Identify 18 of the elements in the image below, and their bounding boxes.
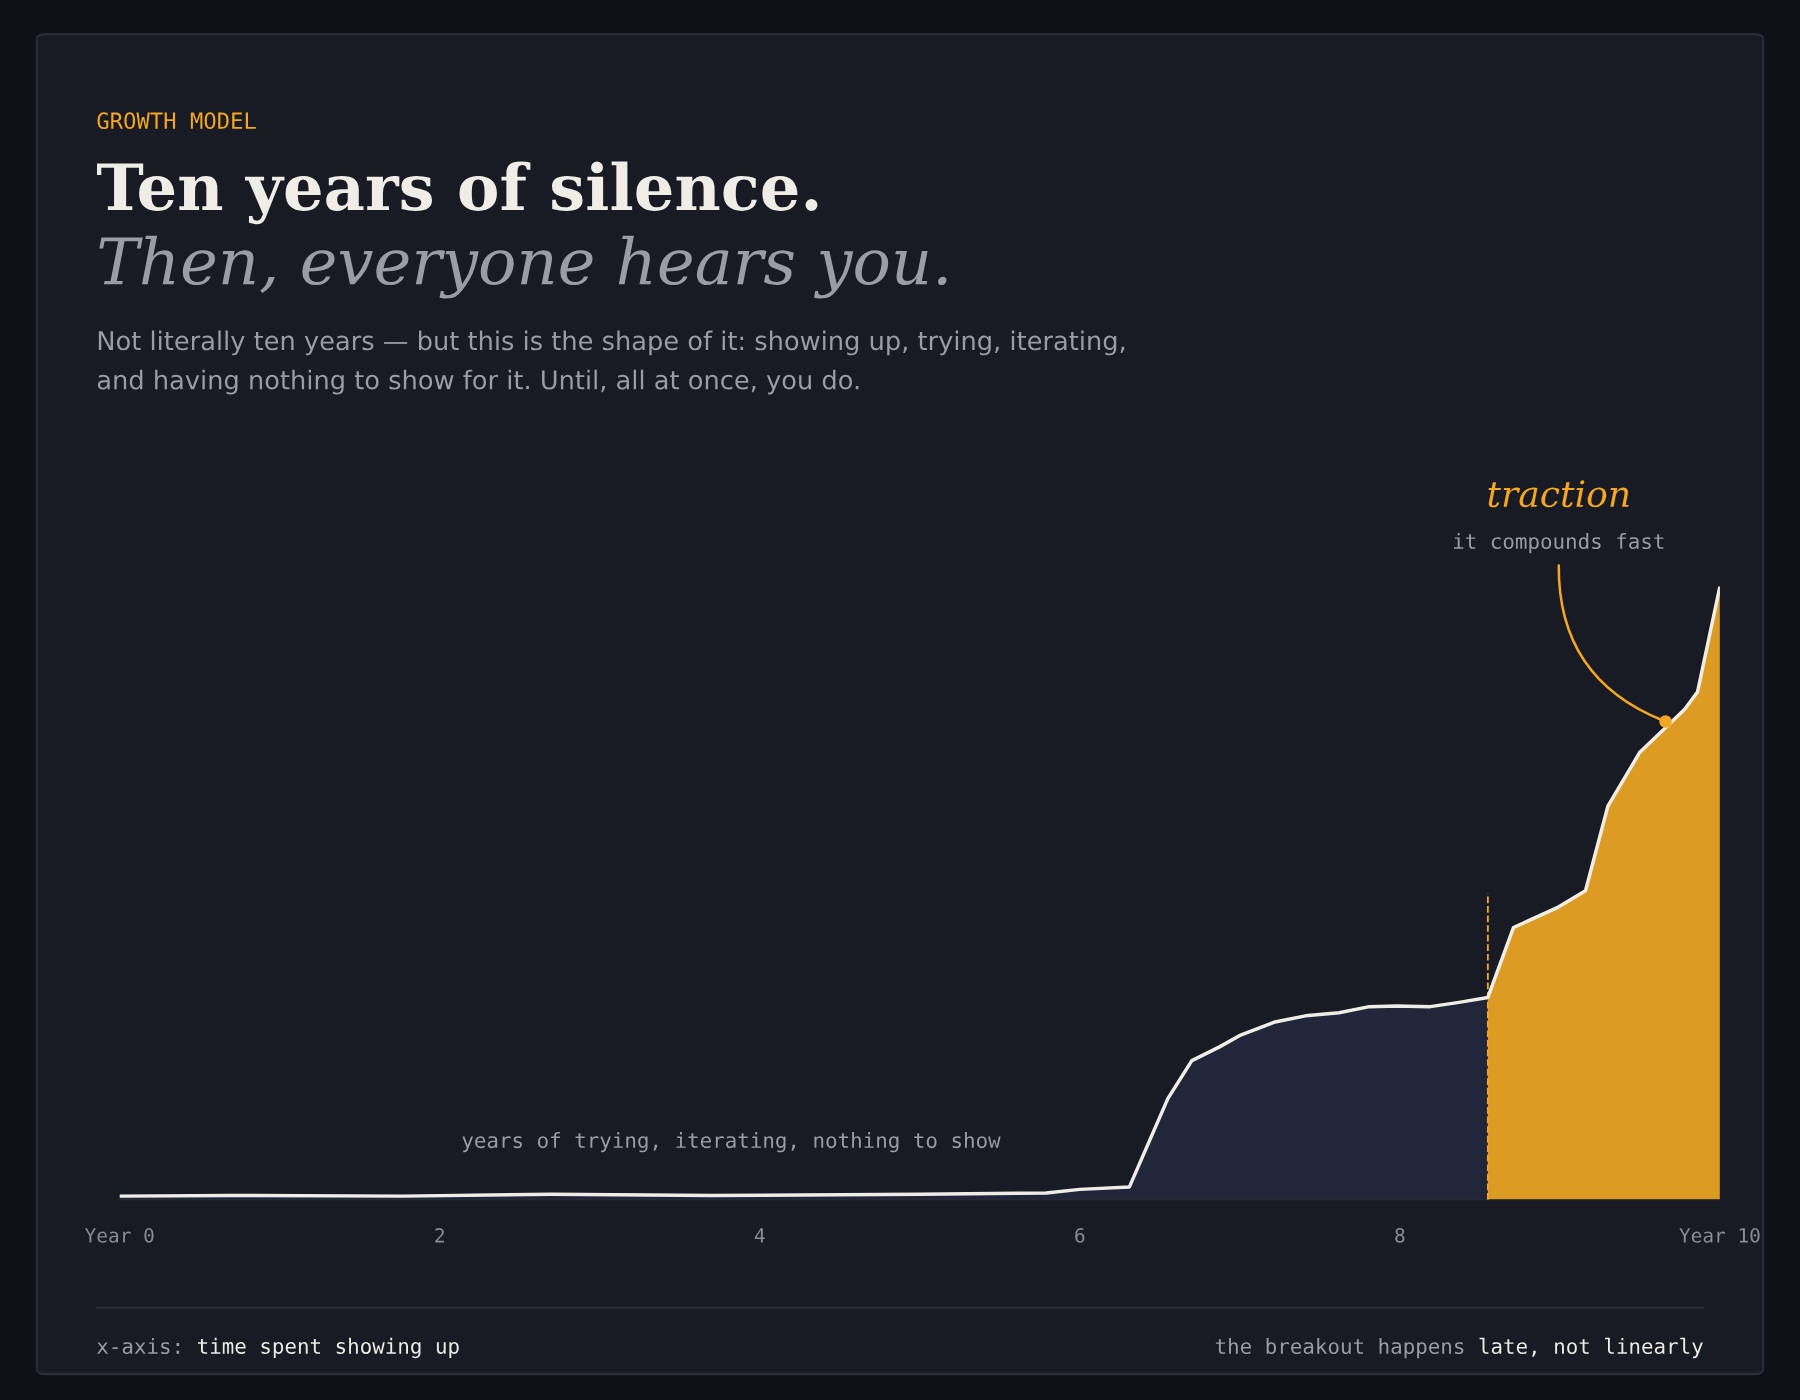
x-tick-label: 8 (1395, 1228, 1405, 1243)
x-tick-label: Year 10 (1679, 1228, 1760, 1243)
text: late, not linearly (1479, 1337, 1703, 1359)
text: traction (1488, 480, 1629, 508)
x-tick-label: 4 (754, 1228, 765, 1243)
x-tick-label: 2 (435, 1228, 444, 1243)
chart-title: Ten years of silence. (97, 161, 818, 225)
text: time spent showing up (197, 1337, 459, 1359)
text: and having nothing to show for it. Until, all at once, you do. (97, 369, 859, 395)
text: x-axis: (97, 1337, 180, 1355)
x-tick-label: 6 (1075, 1228, 1085, 1243)
chart-subtitle: Then, everyone hears you. (99, 235, 947, 299)
text: Not literally ten years — but this is the shape of it: showing up, trying, iterating, (98, 330, 1125, 356)
x-tick-label: Year 0 (84, 1228, 154, 1243)
text: the breakout happens (1215, 1337, 1464, 1359)
annotation: years of trying, iterating, nothing to show (462, 1132, 1001, 1153)
text: GROWTH MODEL (97, 112, 256, 130)
annotation: it compounds fast (1454, 532, 1664, 554)
